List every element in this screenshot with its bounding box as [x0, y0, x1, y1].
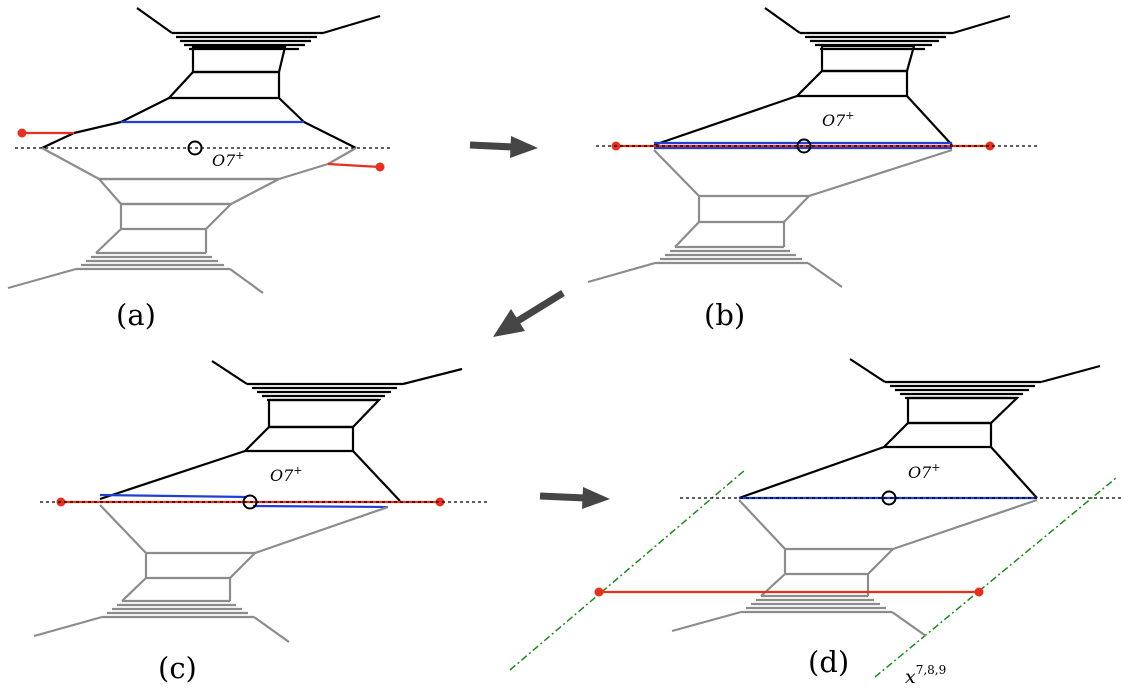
panel-label-a: (a)	[116, 298, 156, 332]
sevenbrane-dot-a1	[17, 128, 27, 138]
upper-web-a	[41, 7, 381, 149]
panel-b: O7+ (b)	[587, 7, 1040, 332]
color-brane-c-lower	[252, 504, 389, 509]
sevenbrane-dot-c2	[435, 497, 445, 507]
orientifold-point-a	[187, 140, 203, 156]
orientifold-label-a: O7+	[212, 149, 245, 170]
panel-c: O7+ (c)	[33, 360, 490, 685]
sevenbrane-dot-d1	[594, 587, 604, 597]
orientifold-label-c: O7+	[270, 464, 303, 485]
orientifold-label-d: O7+	[908, 461, 941, 482]
sevenbrane-dot-a2	[375, 162, 385, 172]
mirror-web-d	[671, 498, 1038, 637]
sevenbrane-line-right-d	[874, 477, 1117, 678]
sevenbrane-line-left-d	[509, 469, 746, 671]
sevenbrane-coordinate-label: x7,8,9	[905, 663, 946, 688]
arrow-a-to-b	[469, 136, 538, 158]
orientifold-label-b: O7+	[822, 109, 855, 130]
mirror-web-a	[7, 147, 357, 294]
upper-web-d	[738, 358, 1101, 500]
sevenbrane-dot-b2	[985, 141, 995, 151]
orientifold-point-d	[881, 490, 897, 506]
arrow-b-to-c	[493, 290, 565, 337]
panel-label-d: (d)	[808, 645, 849, 679]
color-brane-c-upper	[99, 493, 248, 499]
sevenbrane-dot-d2	[974, 587, 984, 597]
flavor-brane-right-a	[327, 162, 381, 169]
panel-a: O7+ (a)	[7, 7, 392, 332]
panel-label-c: (c)	[158, 651, 197, 685]
orientifold-point-b	[796, 138, 812, 154]
mirror-web-c	[33, 504, 389, 643]
orientifold-point-c	[242, 494, 258, 510]
upper-web-b	[653, 7, 1011, 147]
arrow-c-to-d	[539, 487, 610, 509]
panel-d: O7+ (d) x7,8,9	[509, 358, 1124, 688]
panel-label-b: (b)	[704, 298, 745, 332]
mirror-web-b	[587, 148, 953, 288]
upper-web-c	[99, 360, 463, 502]
